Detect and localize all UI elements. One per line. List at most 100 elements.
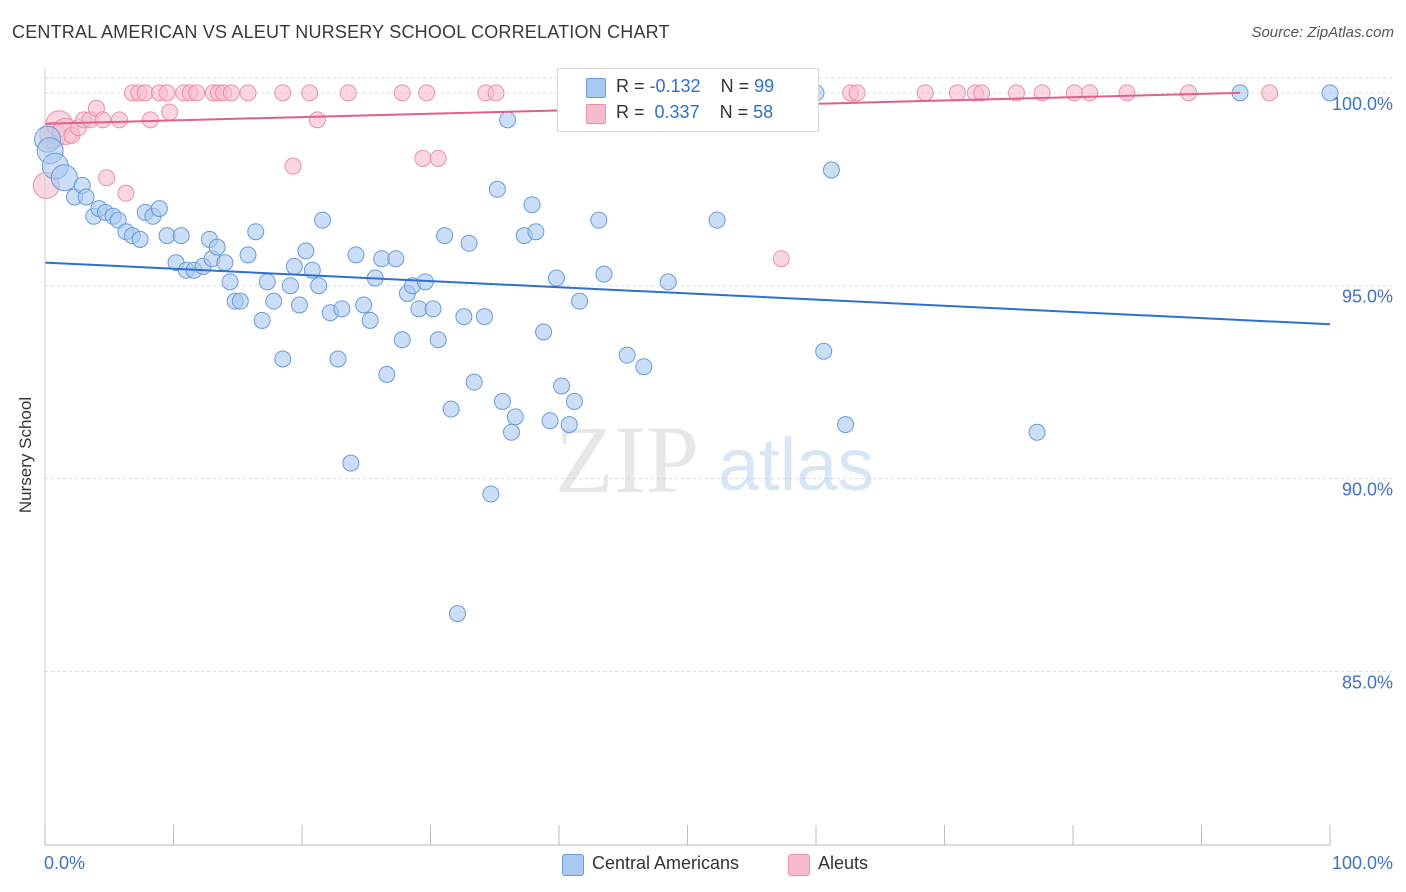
y-tick-label: 100.0% <box>1332 94 1393 114</box>
central-american-point <box>378 365 396 383</box>
aleut-point <box>188 84 206 102</box>
aleut-point <box>274 84 292 102</box>
aleut-point <box>301 84 319 102</box>
central-american-point <box>410 300 428 318</box>
central-american-point <box>310 277 328 295</box>
bottom-legend-swatch-pink <box>788 854 810 876</box>
central-american-point <box>595 265 613 283</box>
legend-r-value-pink: 0.337 <box>654 102 700 122</box>
stats-legend: R = -0.132 N = 99 R = 0.337 N = 58 <box>557 68 819 132</box>
central-american-point <box>239 246 257 264</box>
aleut-point <box>239 84 257 102</box>
central-american-point <box>253 311 271 329</box>
aleut-point <box>136 84 154 102</box>
aleut-point <box>1065 84 1083 102</box>
central-american-point <box>547 269 565 287</box>
legend-n-label: N = <box>720 76 750 96</box>
central-american-point <box>499 111 517 129</box>
aleut-point <box>117 184 135 202</box>
central-american-point <box>387 250 405 268</box>
central-american-point <box>571 292 589 310</box>
central-american-point <box>560 416 578 434</box>
central-american-point <box>493 392 511 410</box>
central-american-point <box>329 350 347 368</box>
aleut-point <box>393 84 411 102</box>
aleut-point <box>98 169 116 187</box>
legend-swatch-pink <box>586 104 606 124</box>
x-tick-label-max: 100.0% <box>1332 853 1393 873</box>
central-american-point <box>527 223 545 241</box>
central-american-point <box>590 211 608 229</box>
central-american-point <box>429 331 447 349</box>
central-american-point <box>393 331 411 349</box>
central-american-point <box>708 211 726 229</box>
central-americans-points <box>34 84 1339 623</box>
central-american-point <box>77 188 95 206</box>
central-american-point <box>297 242 315 260</box>
y-tick-label: 90.0% <box>1342 480 1393 500</box>
aleut-point <box>1261 84 1279 102</box>
central-american-point <box>265 292 283 310</box>
central-american-point <box>475 308 493 326</box>
central-american-point <box>221 273 239 291</box>
central-american-point <box>535 323 553 341</box>
legend-swatch-blue <box>586 78 606 98</box>
central-american-point <box>373 250 391 268</box>
central-american-point <box>1028 423 1046 441</box>
central-american-point <box>158 227 176 245</box>
legend-r-label: R = <box>616 76 645 96</box>
bottom-legend-label-blue: Central Americans <box>592 853 740 873</box>
watermark-zip: ZIP <box>555 406 699 513</box>
central-american-point <box>290 296 308 314</box>
central-american-point <box>355 296 373 314</box>
central-american-point <box>659 273 677 291</box>
central-american-point <box>482 485 500 503</box>
aleut-point <box>429 149 447 167</box>
central-american-point <box>436 227 454 245</box>
x-tick-label-min: 0.0% <box>44 853 85 873</box>
central-americans-trendline <box>44 261 1331 326</box>
legend-text-pink: R = 0.337 N = 58 <box>616 102 773 123</box>
aleut-point <box>222 84 240 102</box>
central-american-point <box>541 412 559 430</box>
central-american-point <box>488 180 506 198</box>
aleut-point <box>418 84 436 102</box>
aleut-point <box>487 84 505 102</box>
aleut-point <box>1118 84 1136 102</box>
axes: 85.0% 90.0% 95.0% 100.0% 0.0% 100.0% <box>44 68 1393 873</box>
central-american-point <box>281 277 299 295</box>
aleut-point <box>339 84 357 102</box>
aleut-point <box>158 84 176 102</box>
aleut-point <box>916 84 934 102</box>
legend-n-label: N = <box>719 102 749 122</box>
bottom-legend-label-pink: Aleuts <box>818 853 869 873</box>
central-american-point <box>448 605 466 623</box>
aleut-point <box>848 84 866 102</box>
aleut-point <box>973 84 991 102</box>
central-american-point <box>822 161 840 179</box>
central-american-point <box>333 300 351 318</box>
central-american-point <box>618 346 636 364</box>
aleut-point <box>772 250 790 268</box>
aleut-point <box>1033 84 1051 102</box>
central-american-point <box>172 227 190 245</box>
central-american-point <box>216 254 234 272</box>
central-american-point <box>231 292 249 310</box>
aleut-point <box>308 111 326 129</box>
central-american-point <box>314 211 332 229</box>
central-american-point <box>50 164 78 192</box>
central-american-point <box>131 230 149 248</box>
legend-text-blue: R = -0.132 N = 99 <box>616 76 774 97</box>
watermark-atlas: atlas <box>718 423 874 506</box>
central-american-point <box>523 196 541 214</box>
central-american-point <box>247 223 265 241</box>
central-american-point <box>455 308 473 326</box>
central-american-point <box>506 408 524 426</box>
central-american-point <box>342 454 360 472</box>
aleut-point <box>161 103 179 121</box>
y-tick-label: 95.0% <box>1342 287 1393 307</box>
central-american-point <box>465 373 483 391</box>
central-american-point <box>347 246 365 264</box>
aleut-point <box>414 149 432 167</box>
